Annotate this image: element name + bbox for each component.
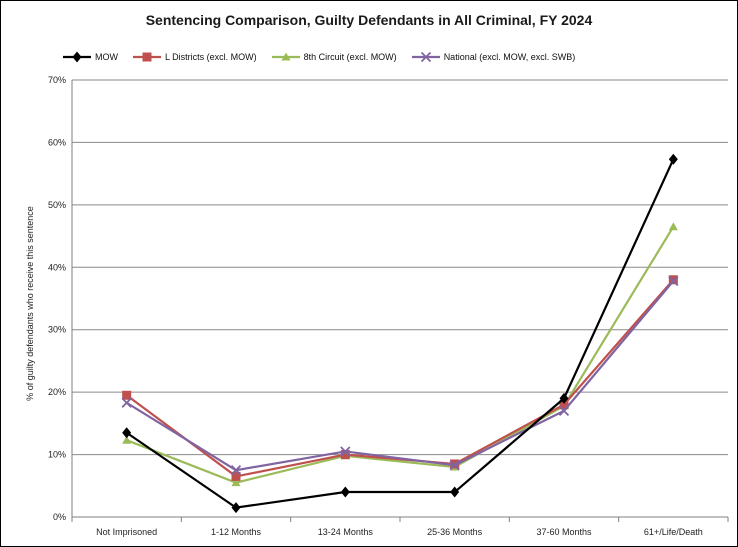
y-tick-label: 30%: [48, 325, 66, 335]
data-point: [340, 486, 350, 498]
legend: MOW L Districts (excl. MOW) 8th Circuit (e…: [62, 48, 589, 66]
y-tick-label: 10%: [48, 450, 66, 460]
legend-swatch: [271, 52, 300, 61]
data-point: [122, 435, 132, 444]
data-point: [668, 222, 678, 231]
data-point: [450, 486, 460, 498]
data-point: [559, 392, 569, 404]
legend-marker: [72, 51, 82, 63]
x-tick-label: 37-60 Months: [536, 527, 592, 537]
y-tick-label: 60%: [48, 137, 66, 147]
data-point: [668, 275, 679, 287]
legend-item: 8th Circuit (excl. MOW): [271, 51, 397, 63]
x-tick-label: 25-36 Months: [427, 527, 483, 537]
data-point: [340, 446, 351, 457]
data-point: [231, 502, 241, 514]
data-point: [559, 400, 569, 410]
y-tick-label: 0%: [53, 512, 66, 522]
legend-label: National (excl. MOW, excl. SWB): [443, 52, 576, 62]
series-line: [126, 280, 675, 472]
legend-swatch: [411, 51, 440, 63]
x-tick-label: Not Imprisoned: [96, 527, 157, 537]
y-tick-label: 70%: [48, 75, 66, 85]
data-point: [340, 450, 350, 460]
x-tick-label: 61+/Life/Death: [644, 527, 703, 537]
x-tick-label: 1-12 Months: [211, 527, 262, 537]
chart-title: Sentencing Comparison, Guilty Defendants…: [145, 12, 593, 28]
data-point: [121, 397, 132, 408]
series-line: [126, 226, 675, 484]
data-point: [231, 478, 241, 487]
data-point: [122, 390, 132, 400]
legend-swatch: [133, 52, 161, 62]
legend-marker: [142, 52, 152, 62]
legend-marker: [281, 52, 291, 61]
data-point: [449, 460, 460, 471]
y-tick-label: 20%: [48, 387, 66, 397]
legend-label: MOW: [95, 52, 118, 62]
y-axis-label: % of guilty defendants who receive this …: [25, 206, 35, 401]
legend-item: National (excl. MOW, excl. SWB): [411, 51, 576, 63]
data-point: [230, 465, 242, 476]
data-point: [668, 153, 678, 165]
legend-swatch: [63, 51, 91, 63]
legend-item: MOW: [62, 51, 118, 63]
data-point: [558, 405, 570, 417]
data-point: [231, 471, 241, 481]
y-tick-label: 40%: [48, 262, 66, 272]
series-line: [126, 158, 675, 509]
x-tick-label: 13-24 Months: [318, 527, 374, 537]
legend-label: L Districts (excl. MOW): [165, 52, 257, 62]
legend-label: 8th Circuit (excl. MOW): [303, 52, 397, 62]
legend-item: L Districts (excl. MOW): [132, 51, 257, 63]
data-point: [122, 427, 132, 439]
y-tick-label: 50%: [48, 200, 66, 210]
legend-marker: [420, 51, 431, 63]
